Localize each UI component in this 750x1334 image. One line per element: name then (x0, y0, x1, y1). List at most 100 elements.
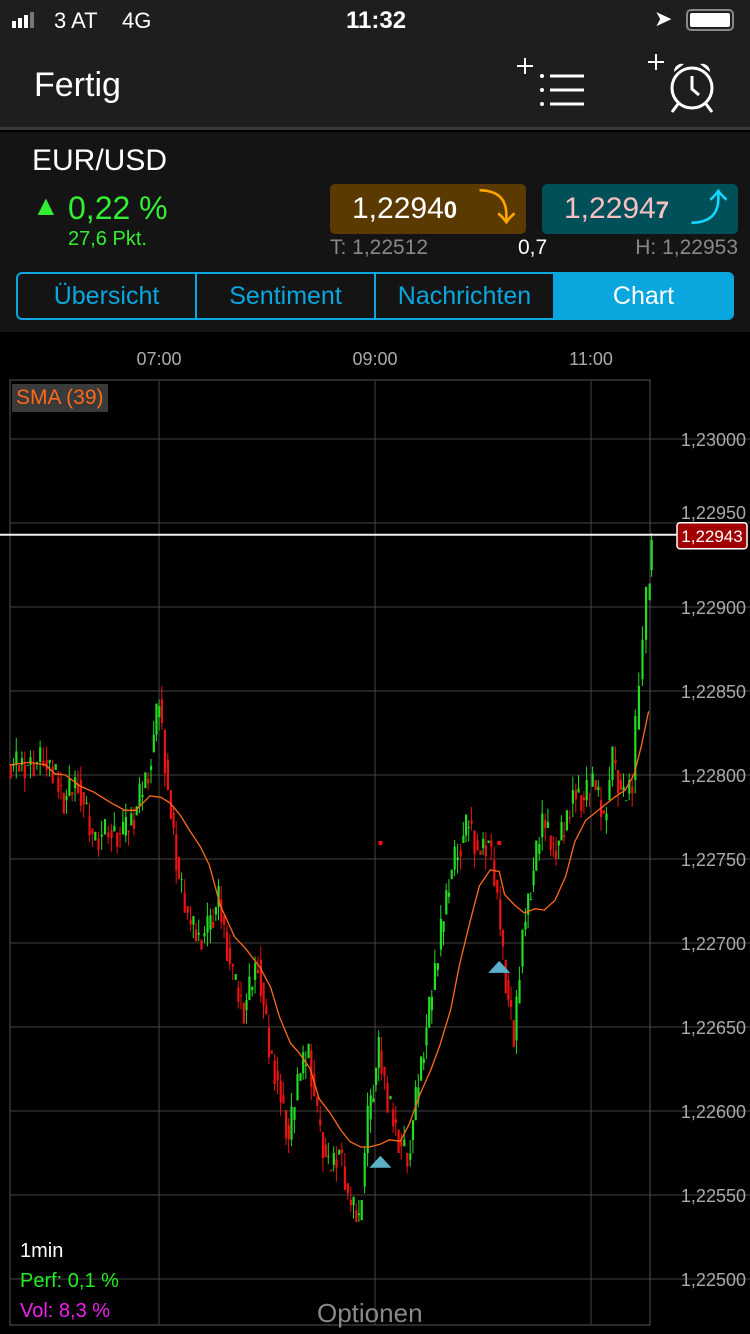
candle (20, 758, 24, 765)
candle (71, 792, 74, 795)
order-marker (497, 841, 502, 845)
candle (493, 860, 496, 887)
add-alarm-icon[interactable] (642, 50, 722, 116)
candle (535, 840, 538, 871)
candle (645, 586, 648, 640)
options-button[interactable]: Optionen (317, 1298, 423, 1328)
tab-chart[interactable]: Chart (555, 274, 732, 318)
candle (422, 1058, 425, 1064)
candle (285, 1110, 288, 1139)
y-tick-label: 1,22500 (681, 1270, 746, 1290)
location-icon: ➤ (654, 6, 673, 31)
candle (560, 822, 563, 841)
sma-label[interactable]: SMA (39) (12, 384, 108, 412)
up-triangle-icon: ▲ (32, 190, 60, 221)
tab-overview[interactable]: Übersicht (18, 274, 197, 318)
candle (546, 822, 550, 828)
candle (375, 1067, 378, 1085)
candle (631, 786, 634, 794)
candle (467, 827, 470, 829)
candle (234, 974, 237, 980)
candle (597, 786, 600, 791)
candle (18, 764, 21, 772)
candle (532, 870, 535, 886)
candle (212, 922, 215, 928)
candle (501, 929, 505, 947)
candle (499, 899, 502, 930)
add-watchlist-icon[interactable] (512, 54, 592, 114)
candle (608, 780, 611, 801)
candle (634, 716, 637, 781)
price-chart[interactable]: 1,23000 1,22950 1,22900 1,22850 1,22800 1,227… (0, 332, 750, 1334)
arrow-up-icon: ⤴ (689, 188, 728, 230)
candle (186, 906, 189, 913)
candle (319, 1119, 322, 1126)
candle (357, 1213, 361, 1216)
candle (35, 761, 39, 763)
candle (453, 846, 456, 870)
candle (327, 1156, 330, 1158)
candle (470, 820, 473, 824)
candle (147, 779, 150, 784)
candle (479, 850, 482, 855)
candle (54, 764, 57, 770)
y-tick-label: 1,23000 (681, 430, 746, 450)
bid-price: 1,2294 (352, 192, 444, 225)
candle (473, 830, 476, 854)
candle (209, 915, 212, 930)
candle (76, 784, 80, 794)
y-tick-label: 1,22950 (681, 503, 746, 523)
candle (290, 1106, 293, 1140)
candle (220, 899, 223, 923)
candle (302, 1052, 305, 1074)
y-tick-label: 1,22850 (681, 682, 746, 702)
candle (79, 780, 82, 806)
candle (465, 814, 468, 836)
candle (577, 788, 580, 793)
done-button[interactable]: Fertig (34, 66, 121, 104)
candle (394, 1119, 397, 1123)
candle (614, 759, 617, 764)
order-marker (378, 841, 383, 845)
candle (183, 892, 186, 913)
battery-icon (686, 9, 734, 31)
candle (150, 765, 153, 770)
tab-bar: Übersicht Sentiment Nachrichten Chart (16, 272, 734, 320)
tab-news[interactable]: Nachrichten (376, 274, 555, 318)
candle (622, 786, 625, 791)
candle (217, 885, 220, 907)
bid-button[interactable]: 1,22940 ⤵ (330, 184, 526, 234)
candle (549, 835, 552, 850)
candle (625, 800, 628, 802)
candle (82, 792, 85, 805)
candle (251, 986, 254, 991)
candle (313, 1073, 316, 1097)
candle (406, 1153, 409, 1167)
candle (555, 850, 558, 859)
clock: 11:32 (346, 7, 407, 34)
interval-label[interactable]: 1min (20, 1240, 64, 1262)
candle (582, 797, 586, 801)
carrier: 3 AT (54, 8, 98, 33)
candle (650, 539, 653, 571)
candle (447, 892, 451, 897)
candle (256, 969, 260, 974)
candle (369, 1095, 372, 1120)
candle (127, 830, 130, 833)
y-tick-label: 1,22550 (681, 1186, 746, 1206)
ask-button[interactable]: 1,22947 ⤴ (542, 184, 738, 234)
candle (177, 856, 181, 880)
candle (248, 976, 251, 1001)
signal-icon (12, 12, 34, 28)
candle (26, 764, 29, 766)
candle (267, 1027, 271, 1058)
candle (648, 583, 651, 601)
sma-line (9, 711, 650, 1148)
candle (360, 1200, 363, 1221)
candle (521, 929, 524, 967)
candle (228, 947, 232, 964)
ask-price: 1,2294 (564, 192, 656, 225)
candle (355, 1210, 358, 1222)
tab-sentiment[interactable]: Sentiment (197, 274, 376, 318)
candle (527, 893, 530, 915)
